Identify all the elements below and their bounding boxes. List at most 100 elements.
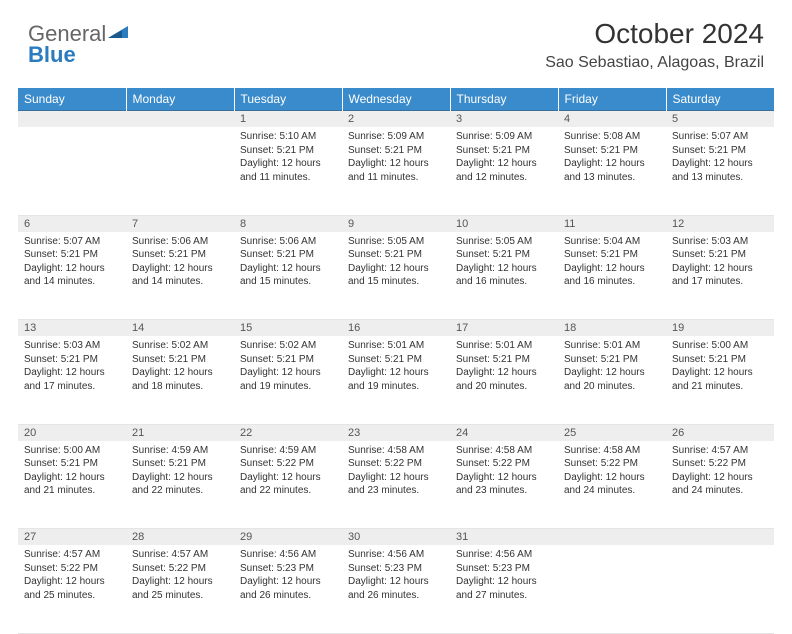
sunset-text: Sunset: 5:21 PM <box>456 353 552 367</box>
sunrise-text: Sunrise: 4:59 AM <box>132 444 228 458</box>
daylight-line1: Daylight: 12 hours <box>348 366 444 380</box>
day-body-cell: Sunrise: 4:56 AMSunset: 5:23 PMDaylight:… <box>342 545 450 633</box>
daylight-line1: Daylight: 12 hours <box>456 575 552 589</box>
daylight-line2: and 12 minutes. <box>456 171 552 185</box>
sunrise-text: Sunrise: 4:58 AM <box>348 444 444 458</box>
day-body-cell: Sunrise: 5:00 AMSunset: 5:21 PMDaylight:… <box>18 441 126 529</box>
daylight-line2: and 15 minutes. <box>240 275 336 289</box>
day-number-cell: 2 <box>342 111 450 128</box>
day-number-cell: 10 <box>450 215 558 232</box>
day-body-cell: Sunrise: 4:58 AMSunset: 5:22 PMDaylight:… <box>342 441 450 529</box>
day-body-cell: Sunrise: 5:09 AMSunset: 5:21 PMDaylight:… <box>450 127 558 215</box>
day-number-cell: 17 <box>450 320 558 337</box>
daylight-line2: and 14 minutes. <box>24 275 120 289</box>
day-body-cell: Sunrise: 5:02 AMSunset: 5:21 PMDaylight:… <box>234 336 342 424</box>
daylight-line1: Daylight: 12 hours <box>132 262 228 276</box>
daylight-line2: and 23 minutes. <box>456 484 552 498</box>
daylight-line2: and 22 minutes. <box>240 484 336 498</box>
day-number-cell: 27 <box>18 529 126 546</box>
day-number-cell: 15 <box>234 320 342 337</box>
sunset-text: Sunset: 5:21 PM <box>24 457 120 471</box>
day-body-cell: Sunrise: 4:58 AMSunset: 5:22 PMDaylight:… <box>450 441 558 529</box>
daylight-line1: Daylight: 12 hours <box>132 575 228 589</box>
day-body-cell: Sunrise: 4:58 AMSunset: 5:22 PMDaylight:… <box>558 441 666 529</box>
daylight-line1: Daylight: 12 hours <box>564 157 660 171</box>
daylight-line1: Daylight: 12 hours <box>564 471 660 485</box>
day-body-row: Sunrise: 5:10 AMSunset: 5:21 PMDaylight:… <box>18 127 774 215</box>
daylight-line1: Daylight: 12 hours <box>24 366 120 380</box>
day-body-cell: Sunrise: 5:00 AMSunset: 5:21 PMDaylight:… <box>666 336 774 424</box>
daylight-line2: and 14 minutes. <box>132 275 228 289</box>
daylight-line2: and 20 minutes. <box>564 380 660 394</box>
day-body-cell <box>558 545 666 633</box>
day-number-cell: 23 <box>342 424 450 441</box>
daylight-line1: Daylight: 12 hours <box>564 262 660 276</box>
sunset-text: Sunset: 5:21 PM <box>132 457 228 471</box>
sunrise-text: Sunrise: 5:01 AM <box>456 339 552 353</box>
sunrise-text: Sunrise: 4:56 AM <box>240 548 336 562</box>
sunrise-text: Sunrise: 5:03 AM <box>672 235 768 249</box>
sunrise-text: Sunrise: 5:09 AM <box>348 130 444 144</box>
day-number-cell: 25 <box>558 424 666 441</box>
daylight-line2: and 18 minutes. <box>132 380 228 394</box>
daylight-line2: and 24 minutes. <box>564 484 660 498</box>
daylight-line1: Daylight: 12 hours <box>240 262 336 276</box>
sunrise-text: Sunrise: 4:58 AM <box>564 444 660 458</box>
sunset-text: Sunset: 5:21 PM <box>240 248 336 262</box>
dow-mon: Monday <box>126 88 234 111</box>
day-body-cell: Sunrise: 4:56 AMSunset: 5:23 PMDaylight:… <box>234 545 342 633</box>
day-body-cell: Sunrise: 5:03 AMSunset: 5:21 PMDaylight:… <box>666 232 774 320</box>
sunset-text: Sunset: 5:21 PM <box>564 353 660 367</box>
sunrise-text: Sunrise: 5:00 AM <box>24 444 120 458</box>
daylight-line1: Daylight: 12 hours <box>132 471 228 485</box>
day-number-cell: 26 <box>666 424 774 441</box>
dow-thu: Thursday <box>450 88 558 111</box>
sunset-text: Sunset: 5:23 PM <box>348 562 444 576</box>
sunrise-text: Sunrise: 4:57 AM <box>24 548 120 562</box>
sunset-text: Sunset: 5:21 PM <box>240 144 336 158</box>
day-body-cell: Sunrise: 4:56 AMSunset: 5:23 PMDaylight:… <box>450 545 558 633</box>
daylight-line1: Daylight: 12 hours <box>348 471 444 485</box>
sunrise-text: Sunrise: 5:07 AM <box>24 235 120 249</box>
day-body-cell: Sunrise: 5:04 AMSunset: 5:21 PMDaylight:… <box>558 232 666 320</box>
daylight-line1: Daylight: 12 hours <box>456 262 552 276</box>
sunset-text: Sunset: 5:21 PM <box>564 144 660 158</box>
sunset-text: Sunset: 5:21 PM <box>564 248 660 262</box>
sunset-text: Sunset: 5:21 PM <box>672 353 768 367</box>
sunset-text: Sunset: 5:23 PM <box>456 562 552 576</box>
day-number-cell: 13 <box>18 320 126 337</box>
day-body-cell: Sunrise: 4:57 AMSunset: 5:22 PMDaylight:… <box>666 441 774 529</box>
sunset-text: Sunset: 5:21 PM <box>456 144 552 158</box>
sunrise-text: Sunrise: 4:56 AM <box>348 548 444 562</box>
daylight-line1: Daylight: 12 hours <box>672 262 768 276</box>
sunrise-text: Sunrise: 5:08 AM <box>564 130 660 144</box>
sunset-text: Sunset: 5:21 PM <box>132 353 228 367</box>
sunrise-text: Sunrise: 5:04 AM <box>564 235 660 249</box>
day-body-cell <box>666 545 774 633</box>
day-body-cell: Sunrise: 4:57 AMSunset: 5:22 PMDaylight:… <box>18 545 126 633</box>
day-body-cell <box>126 127 234 215</box>
daylight-line2: and 11 minutes. <box>348 171 444 185</box>
sunrise-text: Sunrise: 5:01 AM <box>564 339 660 353</box>
day-body-cell: Sunrise: 4:57 AMSunset: 5:22 PMDaylight:… <box>126 545 234 633</box>
daylight-line1: Daylight: 12 hours <box>24 575 120 589</box>
daylight-line1: Daylight: 12 hours <box>672 471 768 485</box>
daylight-line2: and 13 minutes. <box>672 171 768 185</box>
day-number-cell: 31 <box>450 529 558 546</box>
sunrise-text: Sunrise: 5:06 AM <box>240 235 336 249</box>
sunrise-text: Sunrise: 5:06 AM <box>132 235 228 249</box>
day-number-cell: 21 <box>126 424 234 441</box>
day-body-cell: Sunrise: 5:06 AMSunset: 5:21 PMDaylight:… <box>234 232 342 320</box>
day-body-cell: Sunrise: 5:03 AMSunset: 5:21 PMDaylight:… <box>18 336 126 424</box>
sunset-text: Sunset: 5:22 PM <box>24 562 120 576</box>
day-number-cell: 11 <box>558 215 666 232</box>
daylight-line1: Daylight: 12 hours <box>672 366 768 380</box>
day-body-cell: Sunrise: 4:59 AMSunset: 5:21 PMDaylight:… <box>126 441 234 529</box>
daynum-row: 2728293031 <box>18 529 774 546</box>
sunrise-text: Sunrise: 5:10 AM <box>240 130 336 144</box>
daylight-line2: and 16 minutes. <box>564 275 660 289</box>
day-body-cell: Sunrise: 5:02 AMSunset: 5:21 PMDaylight:… <box>126 336 234 424</box>
daylight-line1: Daylight: 12 hours <box>240 157 336 171</box>
sunset-text: Sunset: 5:21 PM <box>672 248 768 262</box>
sunset-text: Sunset: 5:22 PM <box>348 457 444 471</box>
